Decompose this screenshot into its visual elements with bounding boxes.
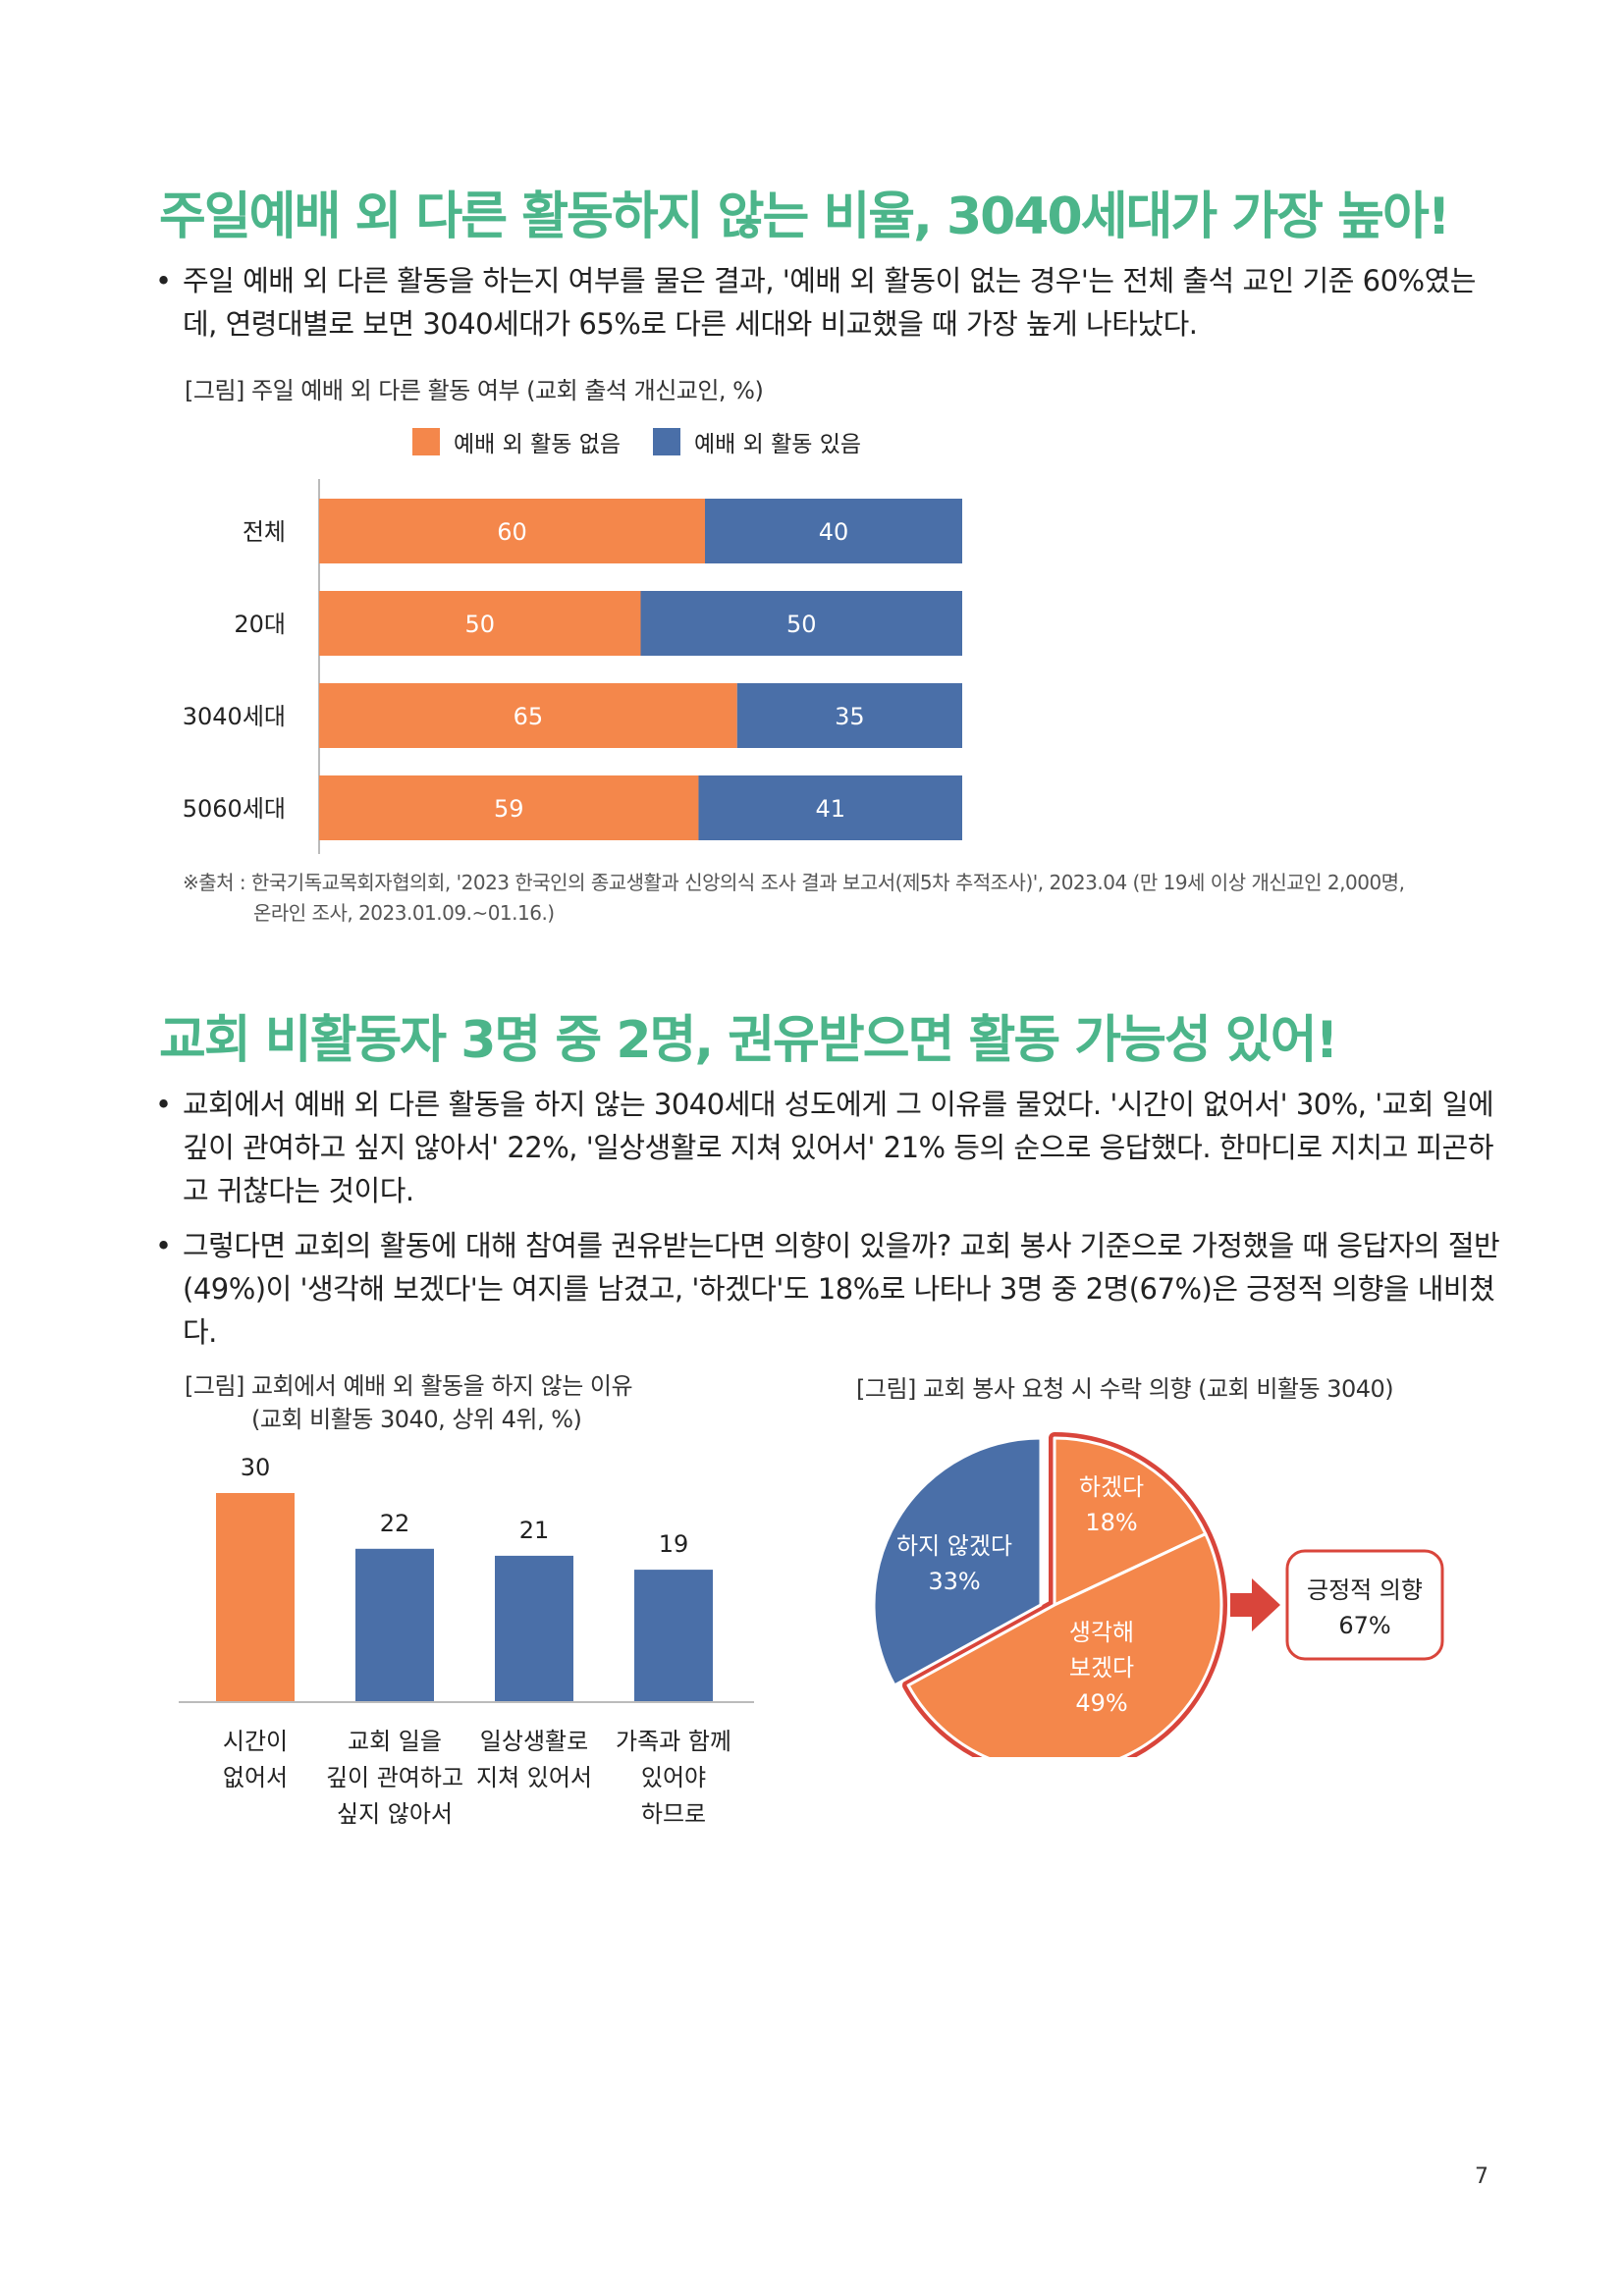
legend-swatch: [653, 428, 680, 455]
section2-paragraph-1: • 교회에서 예배 외 다른 활동을 하지 않는 3040세대 성도에게 그 이…: [155, 1083, 1498, 1212]
data-label: 30: [241, 1454, 271, 1481]
pie-slice: [1053, 1436, 1208, 1607]
slice-label: 하겠다: [1079, 1473, 1144, 1501]
tick-label: 없어서: [223, 1764, 288, 1791]
figure2-caption: [그림] 교회에서 예배 외 활동을 하지 않는 이유 (교회 비활동 3040…: [185, 1369, 633, 1436]
bar-segment: [319, 591, 641, 656]
legend-label: 예배 외 활동 있음: [694, 432, 861, 457]
category-label: 3040세대: [183, 703, 286, 730]
caption-line: (교회 비활동 3040, 상위 4위, %): [251, 1406, 582, 1433]
bar-segment: [319, 683, 737, 748]
bullet: •: [155, 1229, 172, 1262]
tick-label: 깊이 관여하고: [326, 1764, 463, 1791]
bar: [634, 1570, 713, 1702]
bar-segment: [640, 591, 962, 656]
bar: [495, 1555, 573, 1702]
data-label: 19: [659, 1530, 689, 1558]
tick-label: 일상생활로: [480, 1728, 588, 1755]
section2-title: 교회 비활동자 3명 중 2명, 권유받으면 활동 가능성 있어!: [159, 1011, 1338, 1070]
bar-segment: [319, 499, 705, 563]
category-label: 5060세대: [183, 795, 286, 823]
bar-segment: [319, 775, 699, 840]
bar: [355, 1548, 434, 1702]
bar-segment: [705, 499, 962, 563]
paragraph-line: 깊이 관여하고 싶지 않아서' 22%, '일상생활로 지쳐 있어서' 21% …: [183, 1131, 1494, 1164]
data-label: 21: [519, 1517, 550, 1544]
section1-title: 주일예배 외 다른 활동하지 않는 비율, 3040세대가 가장 높아!: [159, 187, 1451, 246]
category-label: 전체: [243, 518, 286, 546]
tick-label: 가족과 함께: [616, 1728, 731, 1755]
callout-value: 67%: [1338, 1612, 1390, 1639]
source-line: 온라인 조사, 2023.01.09.~01.16.): [253, 901, 555, 925]
page-number: 7: [1475, 2164, 1488, 2189]
data-label: 50: [464, 611, 495, 638]
legend-swatch: [412, 428, 440, 455]
paragraph-line: 데, 연령대별로 보면 3040세대가 65%로 다른 세대와 비교했을 때 가…: [183, 307, 1198, 341]
tick-label: 시간이: [223, 1728, 288, 1755]
slice-label: 보겠다: [1069, 1654, 1134, 1682]
bar: [216, 1493, 295, 1702]
data-label: 40: [819, 518, 849, 546]
paragraph-line: 교회에서 예배 외 다른 활동을 하지 않는 3040세대 성도에게 그 이유를…: [183, 1088, 1494, 1121]
slice-label: 33%: [928, 1568, 980, 1595]
pie-slice: [872, 1436, 1043, 1687]
figure1-caption: [그림] 주일 예배 외 다른 활동 여부 (교회 출석 개신교인, %): [185, 377, 764, 404]
paragraph-line: 주일 예배 외 다른 활동을 하는지 여부를 물은 결과, '예배 외 활동이 …: [183, 264, 1476, 297]
paragraph-line: 다.: [183, 1315, 217, 1349]
figure3-caption: [그림] 교회 봉사 요청 시 수락 의향 (교회 비활동 3040): [856, 1375, 1394, 1403]
bar-segment: [698, 775, 962, 840]
tick-label: 있어야: [641, 1764, 706, 1791]
arrow-icon: [1230, 1578, 1280, 1631]
slice-label: 생각해: [1069, 1619, 1134, 1646]
paragraph-line: 고 귀찮다는 것이다.: [183, 1174, 414, 1207]
caption-line: [그림] 교회에서 예배 외 활동을 하지 않는 이유: [185, 1372, 633, 1400]
legend-label: 예배 외 활동 없음: [454, 432, 621, 457]
slice-label: 하지 않겠다: [896, 1532, 1012, 1560]
callout-box: [1285, 1549, 1444, 1661]
tick-label: 교회 일을: [348, 1728, 442, 1755]
callout-label: 긍정적 의향: [1307, 1576, 1423, 1604]
data-label: 35: [835, 703, 865, 730]
tick-label: 하므로: [641, 1800, 706, 1828]
category-label: 20대: [234, 611, 286, 638]
bar-segment: [736, 683, 962, 748]
slice-label: 18%: [1085, 1509, 1137, 1536]
tick-label: 지쳐 있어서: [476, 1764, 592, 1791]
section2-paragraph-2: • 그렇다면 교회의 활동에 대해 참여를 권유받는다면 의향이 있을까? 교회…: [155, 1224, 1500, 1354]
slice-label: 49%: [1075, 1689, 1127, 1717]
pie-slice: [906, 1532, 1223, 1757]
data-label: 22: [380, 1510, 410, 1537]
data-label: 65: [514, 703, 544, 730]
data-label: 50: [786, 611, 817, 638]
section1-paragraph: • 주일 예배 외 다른 활동을 하는지 여부를 물은 결과, '예배 외 활동…: [155, 259, 1498, 346]
source-line: ※출처 : 한국기독교목회자협의회, '2023 한국인의 종교생활과 신앙의식…: [183, 871, 1405, 894]
paragraph-line: 그렇다면 교회의 활동에 대해 참여를 권유받는다면 의향이 있을까? 교회 봉…: [183, 1229, 1500, 1262]
paragraph-line: (49%)이 '생각해 보겠다'는 여지를 남겼고, '하겠다'도 18%로 나…: [183, 1272, 1495, 1306]
tick-label: 싶지 않아서: [337, 1800, 453, 1828]
figure1-source: ※출처 : 한국기독교목회자협의회, '2023 한국인의 종교생활과 신앙의식…: [183, 868, 1498, 929]
data-label: 59: [494, 795, 524, 823]
data-label: 60: [497, 518, 527, 546]
bullet: •: [155, 264, 172, 297]
bullet: •: [155, 1088, 172, 1121]
data-label: 41: [815, 795, 845, 823]
